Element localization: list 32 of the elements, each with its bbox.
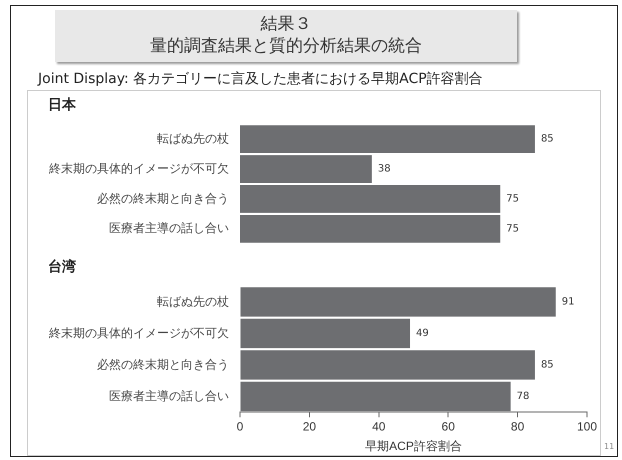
data-label: 85 [540, 134, 554, 145]
bar [240, 287, 556, 317]
data-label: 85 [540, 360, 554, 371]
data-label: 49 [416, 328, 429, 340]
text: Joint Display: 各カテゴリーに言及した患者における早期ACP許容割合 [38, 70, 483, 88]
x-tick-label: 20 [302, 420, 316, 434]
bar [240, 318, 410, 348]
y-tick-label: 終末期の具体的イメージが不可欠 [48, 161, 229, 176]
x-axis-title: 早期ACP許容割合 [365, 439, 462, 454]
y-tick-label: 必然の終末期と向き合う [97, 357, 229, 372]
text: 結果３ [260, 14, 312, 35]
text: 量的調査結果と質的分析結果の統合 [149, 35, 423, 57]
x-tick-label: 60 [442, 420, 456, 434]
y-tick-label: 転ばぬ先の杖 [157, 294, 229, 308]
text: 日本 [48, 96, 77, 114]
data-label: 75 [506, 223, 519, 234]
y-tick-label: 終末期の具体的イメージが不可欠 [48, 326, 229, 340]
y-tick-label: 医療者主導の話し合い [109, 221, 229, 236]
x-tick-label: 80 [510, 420, 525, 434]
y-tick-label: 転ばぬ先の杖 [157, 131, 229, 146]
data-label: 38 [378, 164, 391, 175]
x-tick-label: 40 [372, 420, 386, 434]
text: 台湾 [48, 258, 77, 276]
y-tick-label: 必然の終末期と向き合う [97, 191, 229, 206]
data-label: 91 [562, 296, 574, 308]
data-label: 75 [506, 194, 519, 205]
y-tick-label: 医療者主導の話し合い [109, 388, 229, 403]
data-label: 78 [516, 391, 530, 402]
text: 11 [604, 442, 614, 451]
x-tick-label: 100 [576, 420, 598, 434]
x-tick-label: 0 [236, 420, 244, 434]
bar [240, 350, 535, 380]
